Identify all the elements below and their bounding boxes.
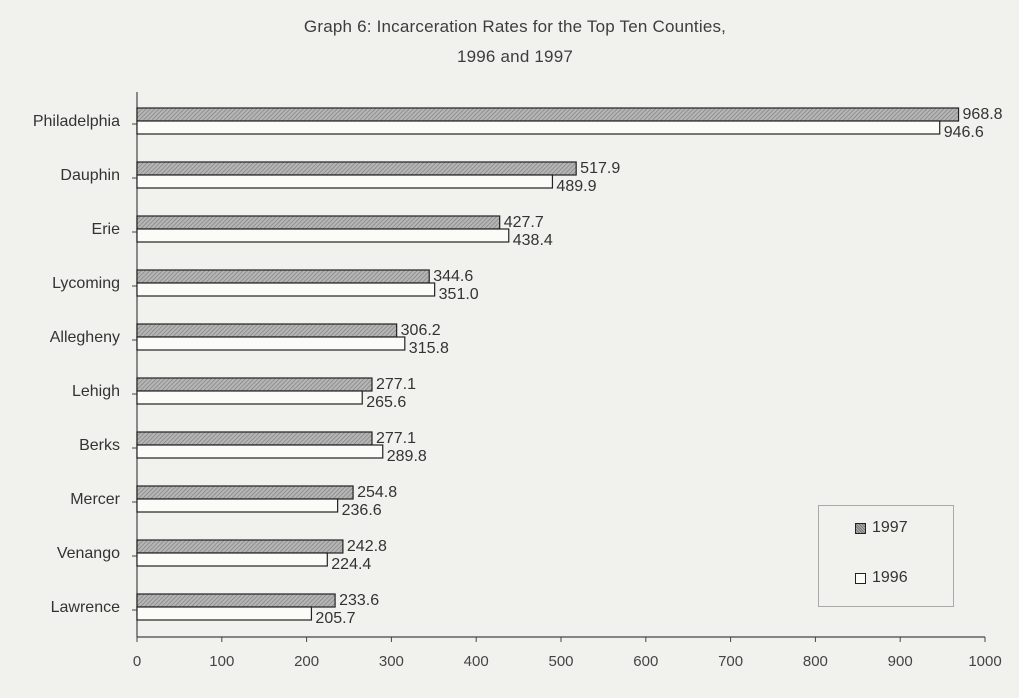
chart-subtitle: 1996 and 1997 [456, 47, 574, 66]
y-tick-label: Philadelphia [33, 113, 120, 130]
bar-1996 [136, 606, 313, 621]
data-label-1997: 344.6 [433, 268, 473, 285]
data-label-1997: 242.8 [347, 538, 387, 555]
y-tick-label: Berks [79, 437, 120, 454]
y-tick-label: Lycoming [52, 275, 120, 292]
x-tick-label: 900 [888, 653, 913, 670]
x-tick-label: 300 [379, 653, 404, 670]
data-label-1996: 489.9 [556, 178, 596, 195]
data-label-1996: 236.6 [342, 502, 382, 519]
bar-1996 [136, 282, 436, 297]
bar-1996 [136, 174, 554, 189]
bar-1997 [136, 539, 344, 554]
data-label-1997: 306.2 [401, 322, 441, 339]
data-label-1997: 277.1 [376, 376, 416, 393]
bar-1996 [136, 390, 363, 405]
legend-item-1996: 1996 [855, 568, 908, 588]
data-label-1997: 254.8 [357, 484, 397, 501]
y-tick-label: Allegheny [50, 329, 120, 346]
legend-swatch-1997 [855, 522, 866, 534]
x-tick-label: 600 [633, 653, 658, 670]
bar-1997 [136, 593, 336, 608]
x-tick-label: 100 [209, 653, 234, 670]
bar-1997 [136, 269, 430, 284]
x-tick-label: 500 [548, 653, 573, 670]
bar-1996 [136, 444, 384, 459]
bar-1997 [136, 107, 960, 122]
y-tick-label: Erie [92, 221, 121, 238]
y-tick-label: Venango [57, 545, 120, 562]
y-tick-label: Mercer [70, 491, 120, 508]
x-tick-label: 1000 [968, 653, 1001, 670]
bar-1997 [136, 485, 354, 500]
data-label-1997: 233.6 [339, 592, 379, 609]
data-label-1997: 968.8 [963, 106, 1003, 123]
legend-item-1997: 1997 [855, 518, 908, 538]
data-label-1996: 224.4 [331, 556, 371, 573]
x-tick-label: 400 [464, 653, 489, 670]
bar-1996 [136, 552, 328, 567]
x-tick-label: 0 [133, 653, 141, 670]
data-label-1996: 265.6 [366, 394, 406, 411]
legend-label-1996: 1996 [872, 569, 908, 586]
legend-label-1997: 1997 [872, 519, 908, 536]
bar-1997 [136, 323, 398, 338]
x-tick-label: 700 [718, 653, 743, 670]
y-tick-label: Lawrence [51, 599, 120, 616]
data-label-1997: 277.1 [376, 430, 416, 447]
bar-1997 [136, 431, 373, 446]
y-tick-label: Lehigh [72, 383, 120, 400]
data-label-1996: 205.7 [315, 610, 355, 627]
data-label-1996: 946.6 [944, 124, 984, 141]
x-tick-label: 200 [294, 653, 319, 670]
bar-1997 [136, 215, 501, 230]
bar-1997 [136, 161, 577, 176]
legend-swatch-1996 [855, 572, 866, 584]
y-tick-label: Dauphin [60, 167, 120, 184]
chart-title: Graph 6: Incarceration Rates for the Top… [303, 17, 727, 36]
bar-1996 [136, 228, 510, 243]
data-label-1997: 427.7 [504, 214, 544, 231]
bar-1996 [136, 336, 406, 351]
x-tick-label: 800 [803, 653, 828, 670]
data-label-1996: 289.8 [387, 448, 427, 465]
data-label-1997: 517.9 [580, 160, 620, 177]
bar-1996 [136, 120, 941, 135]
data-label-1996: 438.4 [513, 232, 553, 249]
bar-1997 [136, 377, 373, 392]
data-label-1996: 351.0 [439, 286, 479, 303]
bar-1996 [136, 498, 339, 513]
data-label-1996: 315.8 [409, 340, 449, 357]
legend: 1997 1996 [818, 505, 954, 607]
